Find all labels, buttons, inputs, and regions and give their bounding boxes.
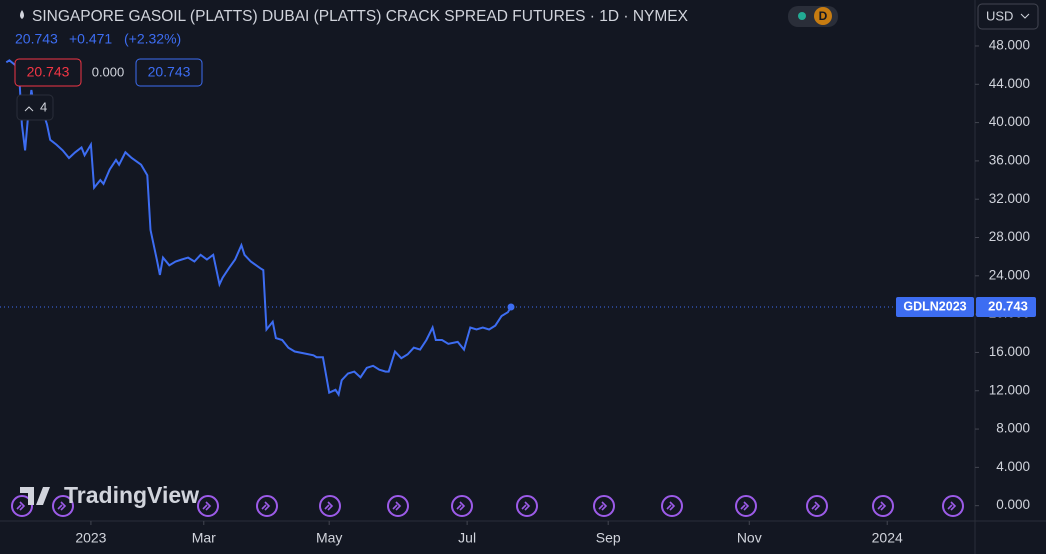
- change-pct: (+2.32%): [124, 31, 181, 47]
- event-icon: [197, 495, 219, 517]
- y-tick-label: 8.000: [996, 421, 1030, 436]
- event-arrow: [57, 501, 67, 511]
- event-arrow: [598, 501, 608, 511]
- status-dot: [798, 12, 806, 20]
- price-tag-label: 20.743: [988, 298, 1028, 313]
- y-tick-label: 12.000: [989, 382, 1030, 397]
- y-tick-label: 24.000: [989, 267, 1030, 282]
- event-icon: [661, 495, 683, 517]
- chevron: [1020, 13, 1030, 19]
- event-icon: [256, 495, 278, 517]
- x-tick-label: 2023: [75, 530, 106, 546]
- x-tick-label: Mar: [192, 530, 216, 546]
- event-arrow: [16, 501, 26, 511]
- change: +0.471: [69, 31, 112, 47]
- last-price: 20.743: [15, 31, 58, 47]
- y-tick-label: 4.000: [996, 459, 1030, 474]
- event-arrow: [521, 501, 531, 511]
- box-mid: 0.000: [92, 64, 125, 79]
- event-arrow: [202, 501, 212, 511]
- y-tick-label: 28.000: [989, 229, 1030, 244]
- chart-title: SINGAPORE GASOIL (PLATTS) DUBAI (PLATTS)…: [32, 8, 689, 25]
- event-icon: [387, 495, 409, 517]
- event-arrow: [456, 501, 466, 511]
- event-icon: [516, 495, 538, 517]
- logo-mark: [20, 487, 50, 505]
- y-tick-label: 36.000: [989, 152, 1030, 167]
- event-arrow: [877, 501, 887, 511]
- x-tick-label: Sep: [596, 530, 621, 546]
- x-tick-label: 2024: [872, 530, 903, 546]
- event-arrow: [740, 501, 750, 511]
- currency[interactable]: USD: [986, 8, 1013, 23]
- event-icon: [451, 495, 473, 517]
- box[interactable]: [135, 58, 203, 87]
- logo-text: TradingView: [64, 482, 199, 508]
- x-tick-label: Jul: [458, 530, 476, 546]
- x-tick-label: Nov: [737, 530, 762, 546]
- y-tick-label: 32.000: [989, 191, 1030, 206]
- last-point: [507, 303, 515, 311]
- event-arrow: [392, 501, 402, 511]
- event-icon: [52, 495, 74, 517]
- symbol-name: GDLN2023: [903, 299, 966, 313]
- title-icon: [20, 10, 24, 19]
- event-arrow: [261, 501, 271, 511]
- interval-badge: D: [819, 9, 828, 23]
- event-icon: [942, 495, 964, 517]
- event-icon: [806, 495, 828, 517]
- event-icon: [872, 495, 894, 517]
- y-tick-label: 16.000: [989, 344, 1030, 359]
- indicator-count[interactable]: 4: [40, 99, 47, 114]
- y-tick-label: 48.000: [989, 38, 1030, 53]
- price-tag: [976, 297, 1036, 318]
- event-icon: [11, 495, 33, 517]
- event-arrow: [324, 501, 334, 511]
- event-icon: [735, 495, 757, 517]
- box-high[interactable]: 20.743: [148, 64, 191, 80]
- y-tick-label: 44.000: [989, 76, 1030, 91]
- box[interactable]: [14, 58, 82, 87]
- chevron: [24, 106, 34, 112]
- y-tick-label: 0.000: [996, 497, 1030, 512]
- price-line: [5, 59, 512, 398]
- event-arrow: [947, 501, 957, 511]
- event-icon: [593, 495, 615, 517]
- event-arrow: [666, 501, 676, 511]
- symbol-tag: [896, 297, 974, 318]
- event-arrow: [811, 501, 821, 511]
- y-tick-label: 40.000: [989, 114, 1030, 129]
- event-icon: [319, 495, 341, 517]
- x-tick-label: May: [316, 530, 342, 546]
- currency-button[interactable]: [977, 3, 1039, 30]
- indicator-toggle[interactable]: [16, 94, 54, 121]
- badge-bg: [814, 7, 832, 25]
- box-low[interactable]: 20.743: [27, 64, 70, 80]
